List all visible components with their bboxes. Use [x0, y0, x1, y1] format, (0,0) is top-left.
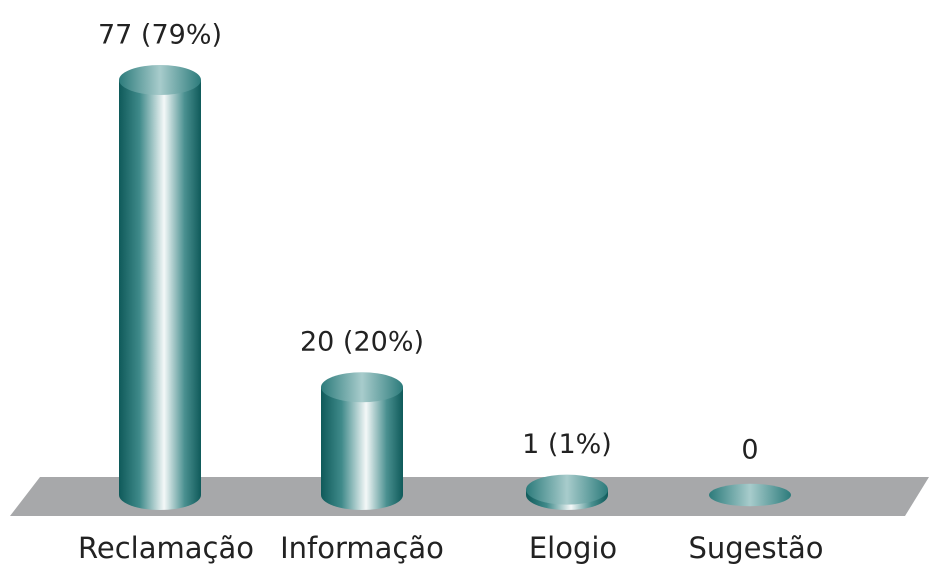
value-label: 0: [741, 435, 758, 466]
x-tick-label: Sugestão: [688, 531, 823, 565]
x-tick-label: Informação: [280, 531, 444, 565]
cylinder: [709, 483, 791, 507]
cylinder-body: [321, 387, 403, 510]
value-label: 77 (79%): [98, 20, 222, 51]
x-tick-label: Elogio: [529, 531, 617, 565]
value-label: 1 (1%): [522, 429, 612, 460]
cylinder-top: [709, 483, 791, 507]
cylinder: [526, 474, 608, 510]
floor: [10, 477, 929, 516]
cylinder-top: [526, 474, 608, 505]
value-label: 20 (20%): [300, 327, 424, 358]
cylinder: [321, 372, 403, 510]
cylinder: [119, 65, 201, 510]
cylinder-top: [321, 372, 403, 403]
cylinder-body: [119, 80, 201, 510]
cylinder-top: [119, 65, 201, 95]
x-tick-label: Reclamação: [78, 531, 254, 565]
